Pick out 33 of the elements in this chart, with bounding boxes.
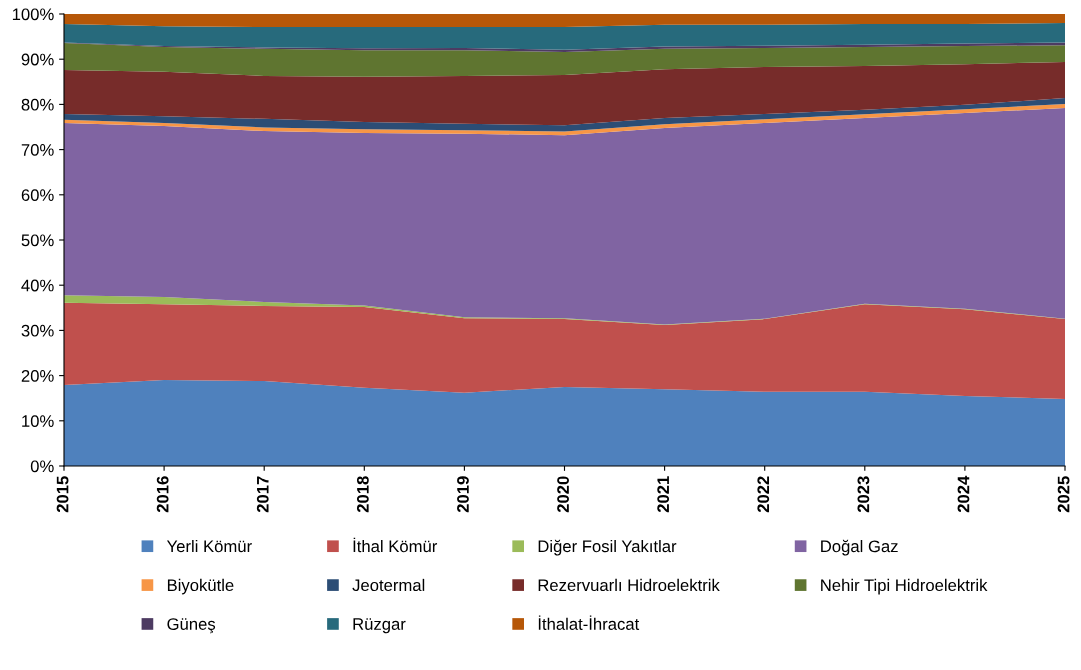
legend-label: İthal Kömür bbox=[353, 537, 438, 553]
y-tick-label: 0% bbox=[30, 460, 54, 473]
legend-label: Yerli Kömür bbox=[166, 539, 252, 553]
legend-label: Nehir Tipi Hidroelektrik bbox=[821, 578, 988, 595]
legend-label: Rüzgar bbox=[353, 618, 406, 634]
x-tick-label: 2025 bbox=[1057, 476, 1070, 513]
x-tick-label: 2016 bbox=[156, 476, 169, 513]
x-tick-label: 2024 bbox=[957, 475, 970, 513]
y-tick-label: 40% bbox=[21, 279, 54, 292]
legend-label: Diğer Fosil Yakıtlar bbox=[538, 539, 677, 556]
x-tick-label: 2020 bbox=[557, 476, 569, 513]
legend-label: Jeotermal bbox=[352, 578, 425, 592]
y-tick-label: 30% bbox=[21, 324, 54, 337]
legend-label: Doğal Gaz bbox=[821, 539, 898, 556]
y-tick-label: 60% bbox=[21, 189, 54, 201]
x-tick-label: 2023 bbox=[857, 476, 870, 513]
x-tick-label: 2015 bbox=[56, 476, 69, 513]
x-tick-label: 2018 bbox=[356, 476, 369, 513]
x-tick-label: 2017 bbox=[256, 476, 269, 513]
y-tick-label: 90% bbox=[21, 53, 54, 66]
y-tick-label: 50% bbox=[21, 234, 54, 247]
y-tick-label: 10% bbox=[22, 415, 54, 427]
x-tick-label: 2021 bbox=[657, 476, 670, 513]
y-tick-label: 100% bbox=[12, 8, 54, 21]
legend-label: Güneş bbox=[167, 618, 216, 634]
legend-label: Rezervuarlı Hidroelektrik bbox=[538, 578, 720, 592]
legend-label: Biyokütle bbox=[167, 578, 234, 595]
x-tick-label: 2019 bbox=[457, 476, 469, 513]
y-tick-label: 20% bbox=[21, 370, 54, 382]
y-tick-label: 80% bbox=[21, 98, 54, 111]
legend-label: İthalat-İhracat bbox=[538, 615, 640, 630]
y-tick-label: 70% bbox=[21, 144, 54, 156]
x-tick-label: 2022 bbox=[757, 476, 770, 513]
